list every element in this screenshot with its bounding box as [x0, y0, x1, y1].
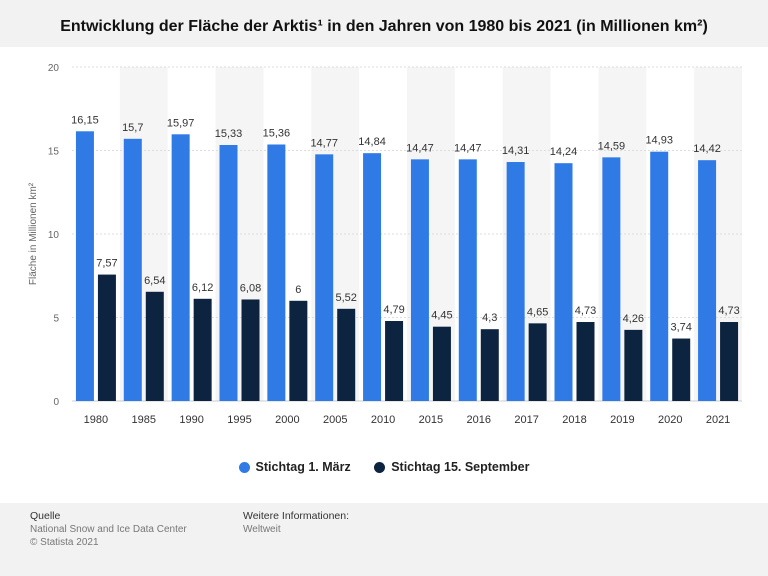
y-tick-label: 10	[48, 230, 60, 241]
legend-item-series-1[interactable]: Stichtag 1. März	[238, 460, 351, 474]
x-tick-label: 2015	[419, 414, 443, 426]
x-tick-label: 2005	[323, 414, 347, 426]
data-label-series-2: 4,3	[482, 312, 497, 324]
bar-series-1	[363, 153, 382, 401]
data-label-series-1: 14,77	[310, 137, 338, 149]
data-label-series-2: 5,52	[336, 292, 357, 304]
x-tick-label: 2020	[658, 414, 682, 426]
data-label-series-1: 14,47	[406, 142, 434, 154]
legend-label-series-2: Stichtag 15. September	[391, 460, 530, 474]
bar-series-2	[385, 321, 404, 401]
x-tick-label: 2021	[706, 414, 730, 426]
bar-series-1	[123, 138, 142, 401]
chart-legend: Stichtag 1. März Stichtag 15. September	[0, 460, 768, 476]
data-label-series-2: 4,73	[718, 305, 739, 317]
bar-series-1	[315, 154, 334, 401]
data-label-series-2: 4,45	[431, 310, 452, 322]
x-tick-label: 2019	[610, 414, 634, 426]
data-label-series-2: 6	[295, 284, 301, 296]
source-block: Quelle National Snow and Ice Data Center…	[30, 510, 187, 549]
info-heading: Weitere Informationen:	[243, 510, 350, 522]
bar-series-1	[410, 159, 429, 401]
info-line: Weltweit	[243, 524, 281, 535]
data-label-series-1: 14,24	[550, 146, 578, 158]
y-axis-label: Fläche in Millionen km²	[28, 182, 39, 285]
data-label-series-2: 4,26	[623, 313, 644, 325]
data-label-series-2: 6,54	[144, 275, 165, 287]
data-label-series-1: 14,47	[454, 142, 482, 154]
bar-series-1	[650, 151, 669, 401]
legend-label-series-1: Stichtag 1. März	[255, 460, 351, 474]
bar-series-2	[337, 308, 356, 401]
x-tick-label: 1990	[179, 414, 203, 426]
x-tick-label: 2000	[275, 414, 299, 426]
y-tick-label: 5	[53, 314, 59, 325]
legend-item-series-2[interactable]: Stichtag 15. September	[374, 460, 529, 474]
x-tick-label: 1995	[227, 414, 251, 426]
data-label-series-2: 4,65	[527, 306, 548, 318]
data-label-series-1: 15,33	[215, 128, 243, 140]
bar-series-1	[554, 163, 573, 401]
bar-series-2	[241, 299, 260, 401]
x-tick-label: 2017	[514, 414, 538, 426]
bar-series-1	[75, 131, 94, 402]
x-tick-label: 2016	[467, 414, 491, 426]
data-label-series-1: 15,97	[167, 117, 195, 129]
x-tick-label: 2010	[371, 414, 395, 426]
data-label-series-1: 14,84	[358, 136, 386, 148]
bar-series-1	[458, 159, 477, 401]
source-line: National Snow and Ice Data Center	[30, 524, 187, 535]
data-label-series-1: 15,36	[263, 127, 291, 139]
x-tick-label: 2018	[562, 414, 586, 426]
bar-series-2	[720, 322, 739, 401]
bar-series-2	[528, 323, 547, 401]
bar-series-2	[432, 326, 451, 401]
data-label-series-2: 6,08	[240, 282, 261, 294]
data-label-series-1: 14,59	[598, 140, 626, 152]
legend-dot-series-1	[238, 461, 250, 473]
bar-series-2	[576, 322, 595, 401]
y-tick-label: 20	[48, 63, 60, 74]
bar-series-2	[624, 329, 643, 401]
info-block: Weitere Informationen: Weltweit	[243, 510, 349, 536]
data-label-series-1: 16,15	[71, 114, 99, 126]
data-label-series-1: 14,93	[645, 135, 673, 147]
y-tick-label: 0	[53, 397, 59, 408]
data-label-series-1: 15,7	[122, 122, 143, 134]
bar-series-2	[97, 274, 116, 401]
x-tick-label: 1985	[132, 414, 156, 426]
data-label-series-2: 4,79	[383, 304, 404, 316]
legend-dot-series-2	[374, 461, 386, 473]
data-label-series-2: 7,57	[96, 258, 117, 270]
bar-series-1	[267, 144, 286, 401]
data-label-series-2: 3,74	[671, 322, 692, 334]
data-label-series-1: 14,31	[502, 145, 530, 157]
y-tick-label: 15	[48, 147, 60, 158]
bar-series-1	[171, 134, 190, 401]
data-label-series-2: 6,12	[192, 282, 213, 294]
bar-series-1	[219, 144, 238, 401]
bar-series-1	[698, 160, 717, 401]
copyright-line: © Statista 2021	[30, 537, 99, 548]
bar-series-2	[672, 338, 691, 401]
bar-series-1	[602, 157, 621, 401]
chart-title: Entwicklung der Fläche der Arktis¹ in de…	[60, 18, 708, 35]
source-heading: Quelle	[30, 510, 61, 522]
bar-series-2	[193, 298, 212, 401]
bar-series-2	[145, 291, 164, 401]
bar-series-2	[480, 329, 499, 401]
bar-series-1	[506, 162, 525, 401]
bar-series-2	[289, 300, 308, 401]
x-tick-label: 1980	[84, 414, 108, 426]
data-label-series-2: 4,73	[575, 305, 596, 317]
data-label-series-1: 14,42	[693, 143, 721, 155]
